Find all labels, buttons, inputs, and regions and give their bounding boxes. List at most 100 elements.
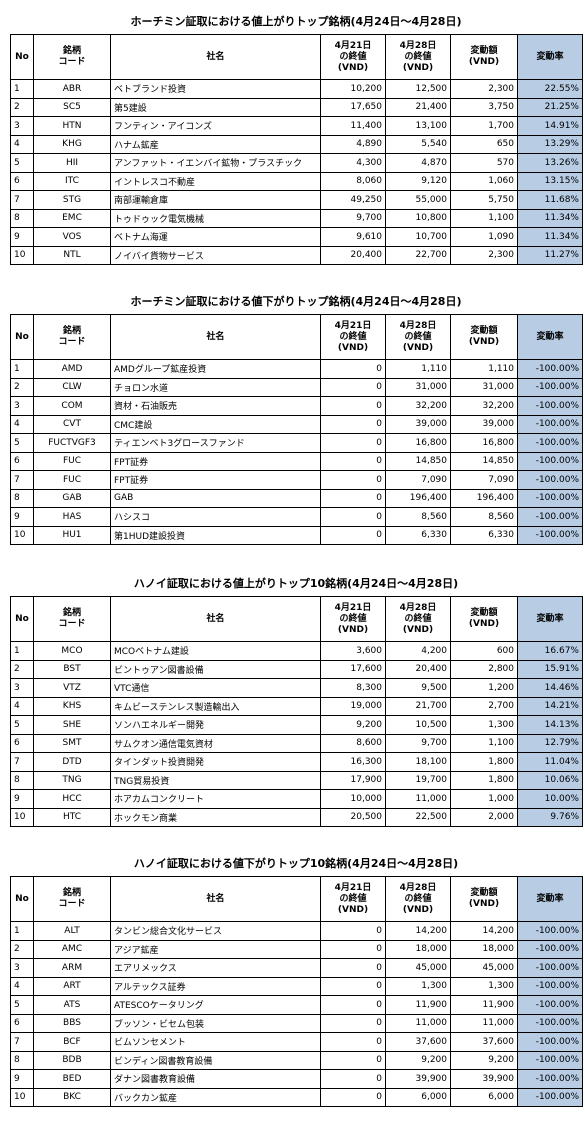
cell: 4 xyxy=(10,696,34,716)
cell: FPT証券 xyxy=(110,470,321,490)
cell: 8 xyxy=(10,488,34,508)
cell: 15.91% xyxy=(517,659,583,679)
cell: ベトブランド投資 xyxy=(110,79,321,99)
column-header: No xyxy=(10,876,34,922)
cell: -100.00% xyxy=(517,921,583,941)
cell: 7 xyxy=(10,190,34,210)
cell: 第1HUD建設投資 xyxy=(110,525,321,545)
cell: SHE xyxy=(33,715,111,735)
table-row: 3 COM 資材・石油販売 0 32,200 32,200 -100.00% xyxy=(10,396,583,416)
column-header: 4月28日 の終値 (VND) xyxy=(385,596,451,642)
cell: 21.25% xyxy=(517,97,583,117)
cell: 9,200 xyxy=(320,715,386,735)
column-header: 4月21日 の終値 (VND) xyxy=(320,34,386,80)
cell: 9,200 xyxy=(385,1050,451,1070)
cell: 8,600 xyxy=(320,733,386,753)
table-row: 5 HII アンファット・イエンバイ鉱物・プラスチック 4,300 4,870 570 13… xyxy=(10,153,583,173)
cell: 4,300 xyxy=(320,153,386,173)
cell: 1,100 xyxy=(450,733,518,753)
cell: HCC xyxy=(33,789,111,809)
cell: ティエンベト3グロースファンド xyxy=(110,433,321,453)
cell: 17,900 xyxy=(320,770,386,790)
cell: -100.00% xyxy=(517,939,583,959)
cell: 2 xyxy=(10,377,34,397)
cell: VTZ xyxy=(33,678,111,698)
cell: 8,300 xyxy=(320,678,386,698)
cell: エアリメックス xyxy=(110,958,321,978)
cell: 10,200 xyxy=(320,79,386,99)
cell: ART xyxy=(33,976,111,996)
cell: ハナム鉱産 xyxy=(110,134,321,154)
table-row: 6 BBS ブッソン・ビセム包装 0 11,000 11,000 -100.00% xyxy=(10,1013,583,1033)
cell: イントレスコ不動産 xyxy=(110,171,321,191)
cell: 14.13% xyxy=(517,715,583,735)
cell: 8,560 xyxy=(450,507,518,527)
cell: 13.29% xyxy=(517,134,583,154)
cell: -100.00% xyxy=(517,1050,583,1070)
table-title: ハノイ証取における値上がりトップ10銘柄(4月24日～4月28日) xyxy=(133,577,459,590)
cell: 16,800 xyxy=(385,433,451,453)
cell: 0 xyxy=(320,433,386,453)
cell: CLW xyxy=(33,377,111,397)
cell: 8 xyxy=(10,208,34,228)
column-header: 社名 xyxy=(110,34,321,80)
cell: トゥドゥック電気機械 xyxy=(110,208,321,228)
cell: 0 xyxy=(320,1087,386,1107)
column-header: 銘柄 コード xyxy=(33,876,111,922)
cell: 20,400 xyxy=(385,659,451,679)
cell: FUC xyxy=(33,451,111,471)
cell: 32,200 xyxy=(385,396,451,416)
table-row: 7 FUC FPT証券 0 7,090 7,090 -100.00% xyxy=(10,470,583,490)
cell: -100.00% xyxy=(517,377,583,397)
cell: ハシスコ xyxy=(110,507,321,527)
cell: 7 xyxy=(10,470,34,490)
cell: ビムソンセメント xyxy=(110,1032,321,1052)
cell: 8 xyxy=(10,1050,34,1070)
cell: FUCTVGF3 xyxy=(33,433,111,453)
cell: 10,800 xyxy=(385,208,451,228)
cell: 0 xyxy=(320,1069,386,1089)
cell: 4 xyxy=(10,976,34,996)
cell: バックカン鉱産 xyxy=(110,1087,321,1107)
cell: 0 xyxy=(320,976,386,996)
cell: 0 xyxy=(320,1032,386,1052)
table-row: 3 HTN フンティン・アイコンズ 11,400 13,100 1,700 14.91% xyxy=(10,116,583,136)
cell: 6 xyxy=(10,451,34,471)
cell: ビンディン図書教育設備 xyxy=(110,1050,321,1070)
cell: 3 xyxy=(10,396,34,416)
cell: 10 xyxy=(10,1087,34,1107)
cell: 22,500 xyxy=(385,807,451,827)
column-header: No xyxy=(10,596,34,642)
cell: 1,000 xyxy=(450,789,518,809)
column-header: 4月28日 の終値 (VND) xyxy=(385,876,451,922)
cell: 4 xyxy=(10,134,34,154)
cell: AMDグループ鉱産投資 xyxy=(110,359,321,379)
cell: 5 xyxy=(10,995,34,1015)
cell: 0 xyxy=(320,359,386,379)
cell: 1 xyxy=(10,79,34,99)
cell: 5 xyxy=(10,153,34,173)
table-row: 2 BST ビントゥアン図書設備 17,600 20,400 2,800 15.91% xyxy=(10,659,583,679)
cell: 20,500 xyxy=(320,807,386,827)
cell: BDB xyxy=(33,1050,111,1070)
cell: 19,000 xyxy=(320,696,386,716)
column-header: 4月21日 の終値 (VND) xyxy=(320,876,386,922)
table-row: 4 CVT CMC建設 0 39,000 39,000 -100.00% xyxy=(10,414,583,434)
cell: 55,000 xyxy=(385,190,451,210)
table-row: 1 AMD AMDグループ鉱産投資 0 1,110 1,110 -100.00% xyxy=(10,359,583,379)
cell: 2,000 xyxy=(450,807,518,827)
cell: 14,850 xyxy=(450,451,518,471)
cell: 39,900 xyxy=(385,1069,451,1089)
column-header: 変動額 (VND) xyxy=(450,34,518,80)
cell: GAB xyxy=(110,488,321,508)
cell: DTD xyxy=(33,752,111,772)
cell: 5 xyxy=(10,433,34,453)
cell: ダナン図書教育設備 xyxy=(110,1069,321,1089)
cell: MCO xyxy=(33,641,111,661)
cell: 11,000 xyxy=(450,1013,518,1033)
cell: 14.21% xyxy=(517,696,583,716)
table-row: 8 BDB ビンディン図書教育設備 0 9,200 9,200 -100.00% xyxy=(10,1050,583,1070)
table-row: 2 AMC アジア鉱産 0 18,000 18,000 -100.00% xyxy=(10,939,583,959)
cell: ベトナム海運 xyxy=(110,227,321,247)
cell: 2 xyxy=(10,97,34,117)
